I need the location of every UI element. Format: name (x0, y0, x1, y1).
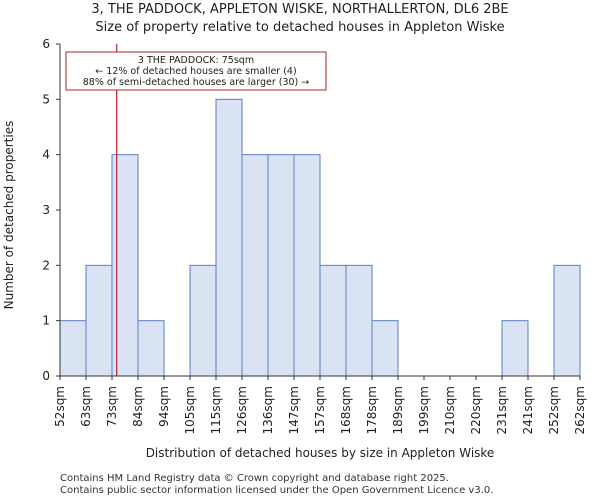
x-axis-label: Distribution of detached houses by size … (146, 446, 495, 460)
x-tick-label: 63sqm (79, 386, 93, 427)
histogram-bar (189, 264, 217, 377)
histogram-bar (59, 320, 87, 377)
annotation-text: 3 THE PADDOCK: 75sqm (138, 55, 254, 66)
x-tick-label: 94sqm (157, 386, 171, 427)
x-tick-label: 189sqm (391, 386, 405, 434)
histogram-bar (111, 154, 139, 377)
histogram-bar (137, 320, 165, 377)
histogram-bar (371, 320, 399, 377)
x-tick-label: 136sqm (261, 386, 275, 434)
x-tick-label: 84sqm (131, 386, 145, 427)
histogram-chart: 0 1 2 3 4 5 6 52sqm 63sqm 73sqm 84sqm 94sqm 105sqm 11… (2, 37, 587, 460)
chart-title: 3, THE PADDOCK, APPLETON WISKE, NORTHALL… (91, 2, 509, 17)
x-tick-label: 105sqm (183, 386, 197, 434)
footer-copyright: Contains HM Land Registry data © Crown c… (60, 473, 449, 484)
x-tick-label: 252sqm (547, 386, 561, 434)
y-tick-label: 6 (42, 37, 50, 51)
footer-licence: Contains public sector information licen… (60, 485, 494, 496)
annotation-text: 88% of semi-detached houses are larger (… (83, 77, 310, 88)
x-tick-label: 210sqm (443, 386, 457, 434)
histogram-bar (215, 98, 243, 377)
histogram-bar (501, 320, 529, 377)
histogram-bar (553, 264, 581, 377)
histogram-bar (319, 264, 347, 377)
x-tick-label: 157sqm (313, 386, 327, 434)
x-tick-label: 126sqm (235, 386, 249, 434)
x-tick-label: 73sqm (105, 386, 119, 427)
histogram-bar (293, 154, 321, 377)
x-tick-label: 147sqm (287, 386, 301, 434)
x-tick-label: 52sqm (53, 386, 67, 427)
y-tick-label: 0 (42, 369, 50, 383)
histogram-bar (85, 264, 113, 377)
x-tick-label: 168sqm (339, 386, 353, 434)
x-tick-label: 115sqm (209, 386, 223, 434)
x-tick-label: 178sqm (365, 386, 379, 434)
x-tick-label: 220sqm (469, 386, 483, 434)
y-tick-label: 2 (42, 258, 50, 272)
y-axis-label: Number of detached properties (2, 121, 16, 310)
y-tick-label: 3 (42, 203, 50, 217)
y-tick-label: 4 (42, 148, 50, 162)
x-tick-label: 241sqm (521, 386, 535, 434)
x-tick-label: 262sqm (573, 386, 587, 434)
histogram-bar (241, 154, 269, 377)
y-tick-label: 5 (42, 92, 50, 106)
chart-subtitle: Size of property relative to detached ho… (95, 20, 505, 35)
x-tick-label: 231sqm (495, 386, 509, 434)
y-tick-label: 1 (42, 314, 50, 328)
annotation-box (65, 51, 327, 91)
annotation-text: ← 12% of detached houses are smaller (4) (95, 66, 296, 77)
x-tick-label: 199sqm (417, 386, 431, 434)
histogram-bar (345, 264, 373, 377)
histogram-bar (267, 154, 295, 377)
